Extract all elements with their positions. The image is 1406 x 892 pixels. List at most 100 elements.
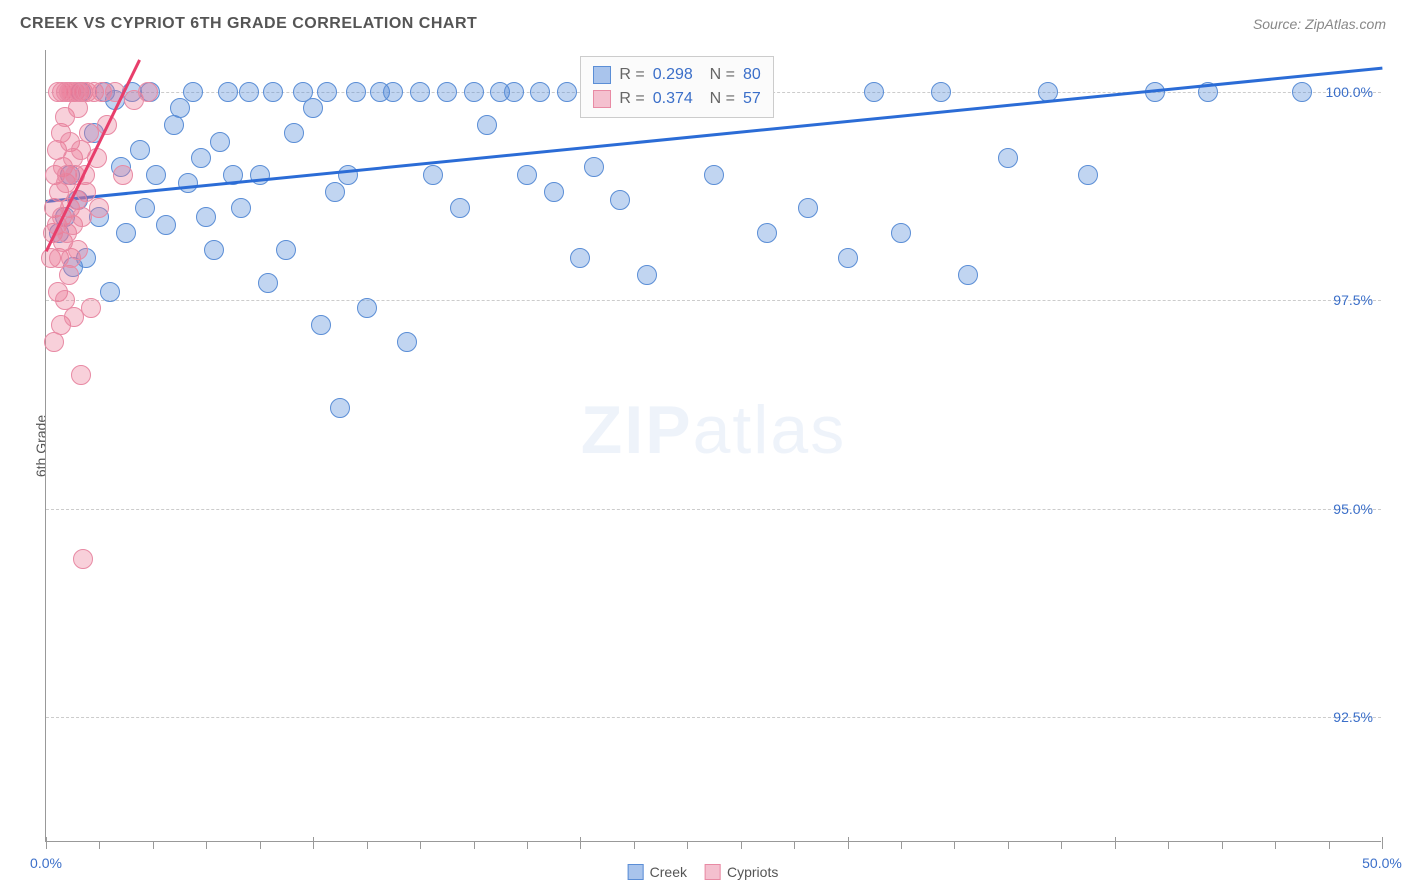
scatter-point [704,165,724,185]
r-label: R = [619,87,644,111]
scatter-point [138,82,158,102]
gridline-h [46,509,1381,510]
scatter-point [998,148,1018,168]
scatter-point [477,115,497,135]
x-tick-major [580,837,581,849]
scatter-point [196,207,216,227]
stats-legend-row: R = 0.374 N = 57 [593,87,760,111]
scatter-point [218,82,238,102]
scatter-point [130,140,150,160]
x-tick [527,841,528,849]
n-label: N = [701,87,735,111]
y-tick-label: 100.0% [1326,84,1373,100]
scatter-point [79,123,99,143]
scatter-point [81,298,101,318]
x-tick [1222,841,1223,849]
x-tick-label: 0.0% [30,855,62,871]
scatter-point [210,132,230,152]
scatter-point [330,398,350,418]
scatter-point [178,173,198,193]
x-tick [794,841,795,849]
scatter-point [116,223,136,243]
scatter-point [73,549,93,569]
scatter-point [891,223,911,243]
n-label: N = [701,63,735,87]
y-tick-label: 95.0% [1333,501,1373,517]
chart-title: CREEK VS CYPRIOT 6TH GRADE CORRELATION C… [20,15,477,33]
r-value: 0.374 [653,87,693,111]
scatter-point [584,157,604,177]
scatter-point [156,215,176,235]
r-label: R = [619,63,644,87]
legend-label: Creek [650,864,687,880]
bottom-legend-item: Cypriots [705,864,778,880]
bottom-legend-item: Creek [628,864,687,880]
x-tick [260,841,261,849]
scatter-point [423,165,443,185]
scatter-point [1292,82,1312,102]
n-value: 80 [743,63,761,87]
scatter-point [170,98,190,118]
scatter-point [517,165,537,185]
gridline-h [46,717,1381,718]
scatter-point [113,165,133,185]
x-tick-major [848,837,849,849]
x-tick [206,841,207,849]
chart-source: Source: ZipAtlas.com [1253,16,1386,32]
n-value: 57 [743,87,761,111]
x-tick [954,841,955,849]
scatter-point [258,273,278,293]
scatter-point [317,82,337,102]
scatter-point [250,165,270,185]
scatter-point [357,298,377,318]
scatter-point [530,82,550,102]
chart-header: CREEK VS CYPRIOT 6TH GRADE CORRELATION C… [20,15,1386,33]
scatter-point [383,82,403,102]
scatter-point [231,198,251,218]
x-tick-label: 50.0% [1362,855,1402,871]
x-tick [1329,841,1330,849]
watermark: ZIPatlas [581,391,846,469]
x-tick [687,841,688,849]
legend-swatch [593,90,611,108]
scatter-point [346,82,366,102]
x-tick-major [313,837,314,849]
scatter-point [931,82,951,102]
scatter-point [798,198,818,218]
stats-legend: R = 0.298 N = 80 R = 0.374 N = 57 [580,56,773,118]
y-tick-label: 97.5% [1333,292,1373,308]
scatter-point [68,240,88,260]
stats-legend-row: R = 0.298 N = 80 [593,63,760,87]
scatter-point [325,182,345,202]
x-tick [99,841,100,849]
legend-label: Cypriots [727,864,778,880]
scatter-point [135,198,155,218]
scatter-point [557,82,577,102]
scatter-point [450,198,470,218]
scatter-point [637,265,657,285]
x-tick [901,841,902,849]
scatter-point [464,82,484,102]
scatter-point [410,82,430,102]
scatter-point [338,165,358,185]
scatter-point [504,82,524,102]
chart-plot-area: ZIPatlas 92.5%95.0%97.5%100.0%0.0%50.0%R… [45,50,1381,842]
scatter-point [276,240,296,260]
x-tick [367,841,368,849]
scatter-point [303,98,323,118]
scatter-point [89,198,109,218]
x-tick [1008,841,1009,849]
scatter-point [958,265,978,285]
scatter-point [1078,165,1098,185]
scatter-point [570,248,590,268]
scatter-point [864,82,884,102]
r-value: 0.298 [653,63,693,87]
scatter-point [146,165,166,185]
scatter-point [100,282,120,302]
scatter-point [311,315,331,335]
legend-swatch [705,864,721,880]
scatter-point [239,82,259,102]
gridline-h [46,300,1381,301]
x-tick-major [46,837,47,849]
x-tick [474,841,475,849]
